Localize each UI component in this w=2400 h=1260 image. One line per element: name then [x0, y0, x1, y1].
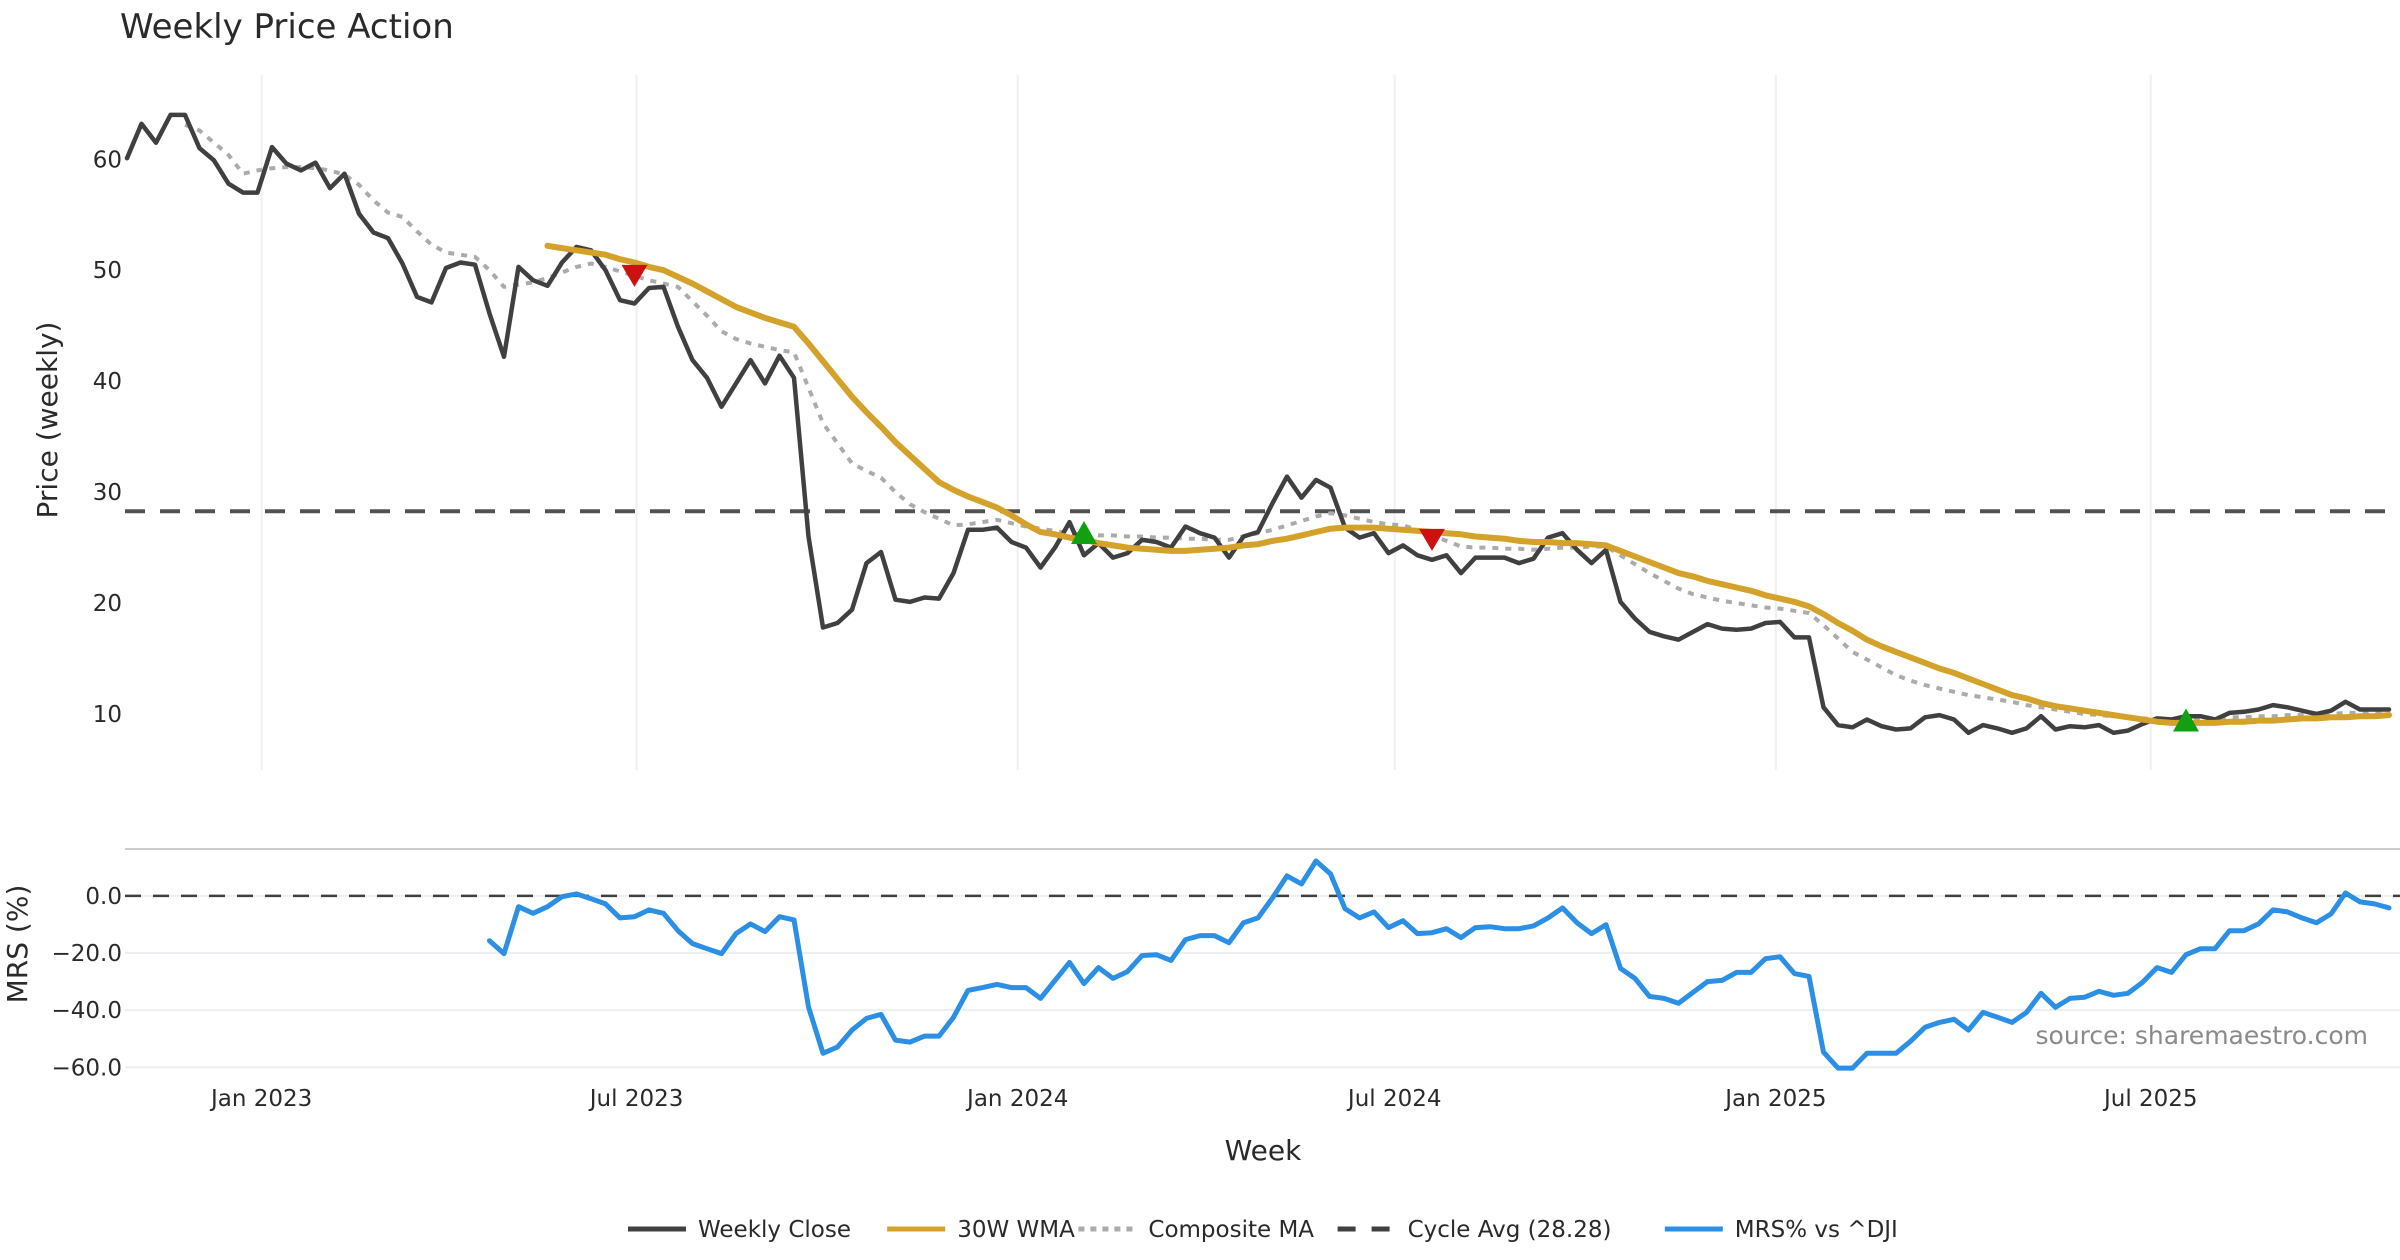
price-y-tick-label: 30 [93, 480, 122, 506]
mrs-y-tick-label: 0.0 [85, 884, 122, 910]
source-annotation: source: sharemaestro.com [2036, 1021, 2369, 1050]
legend-item-label: Composite MA [1148, 1217, 1314, 1243]
x-tick-label: Jan 2024 [965, 1086, 1068, 1112]
mrs-y-tick-label: −60.0 [52, 1055, 122, 1081]
weekly-close-line [124, 112, 2392, 736]
legend-item-label: Cycle Avg (28.28) [1408, 1217, 1612, 1243]
mrs-y-tick-label: −40.0 [52, 998, 122, 1024]
legend-item-label: Weekly Close [698, 1217, 851, 1243]
price-grid [260, 75, 2152, 770]
x-tick-label: Jul 2025 [2102, 1086, 2198, 1112]
sell-signal-marker [621, 264, 648, 287]
x-tick-label: Jul 2024 [1346, 1086, 1442, 1112]
x-tick-label: Jul 2023 [588, 1086, 684, 1112]
mrs-y-axis-label: MRS (%) [1, 885, 34, 1004]
legend-item-label: MRS% vs ^DJI [1735, 1217, 1898, 1243]
legend-item-label: 30W WMA [957, 1217, 1075, 1243]
x-axis-label: Week [1225, 1134, 1302, 1167]
price-y-tick-label: 10 [93, 702, 122, 728]
buy-signal-marker [1071, 521, 1097, 545]
30w-wma-line [544, 242, 2392, 726]
price-y-tick-label: 20 [93, 591, 122, 617]
x-tick-label: Jan 2023 [209, 1086, 312, 1112]
price-y-tick-label: 40 [93, 369, 122, 395]
price-y-tick-label: 60 [93, 147, 122, 173]
mrs-y-ticks: 0.0 −20.0 −40.0 −60.0 [52, 884, 122, 1081]
mrs-vs-dji-line [487, 858, 2392, 1071]
mrs-series-group [487, 858, 2392, 1071]
price-y-tick-label: 50 [93, 258, 122, 284]
chart-title: Weekly Price Action [120, 7, 454, 47]
x-tick-label: Jan 2025 [1723, 1086, 1826, 1112]
composite-ma-line [184, 123, 2389, 722]
sell-signal-marker [1419, 528, 1445, 551]
signal-markers [621, 264, 2199, 732]
x-ticks: Jan 2023 Jul 2023 Jan 2024 Jul 2024 Jan 2025… [209, 1086, 2198, 1112]
price-series-group [124, 112, 2392, 736]
price-y-axis-label: Price (weekly) [31, 322, 64, 519]
mrs-y-tick-label: −20.0 [52, 941, 122, 967]
price-y-ticks: 10 20 30 40 50 60 [93, 147, 122, 728]
buy-signal-marker [2173, 708, 2199, 732]
legend: Weekly Close 30W WMA Composite MA Cycle Avg… [628, 1217, 1898, 1243]
